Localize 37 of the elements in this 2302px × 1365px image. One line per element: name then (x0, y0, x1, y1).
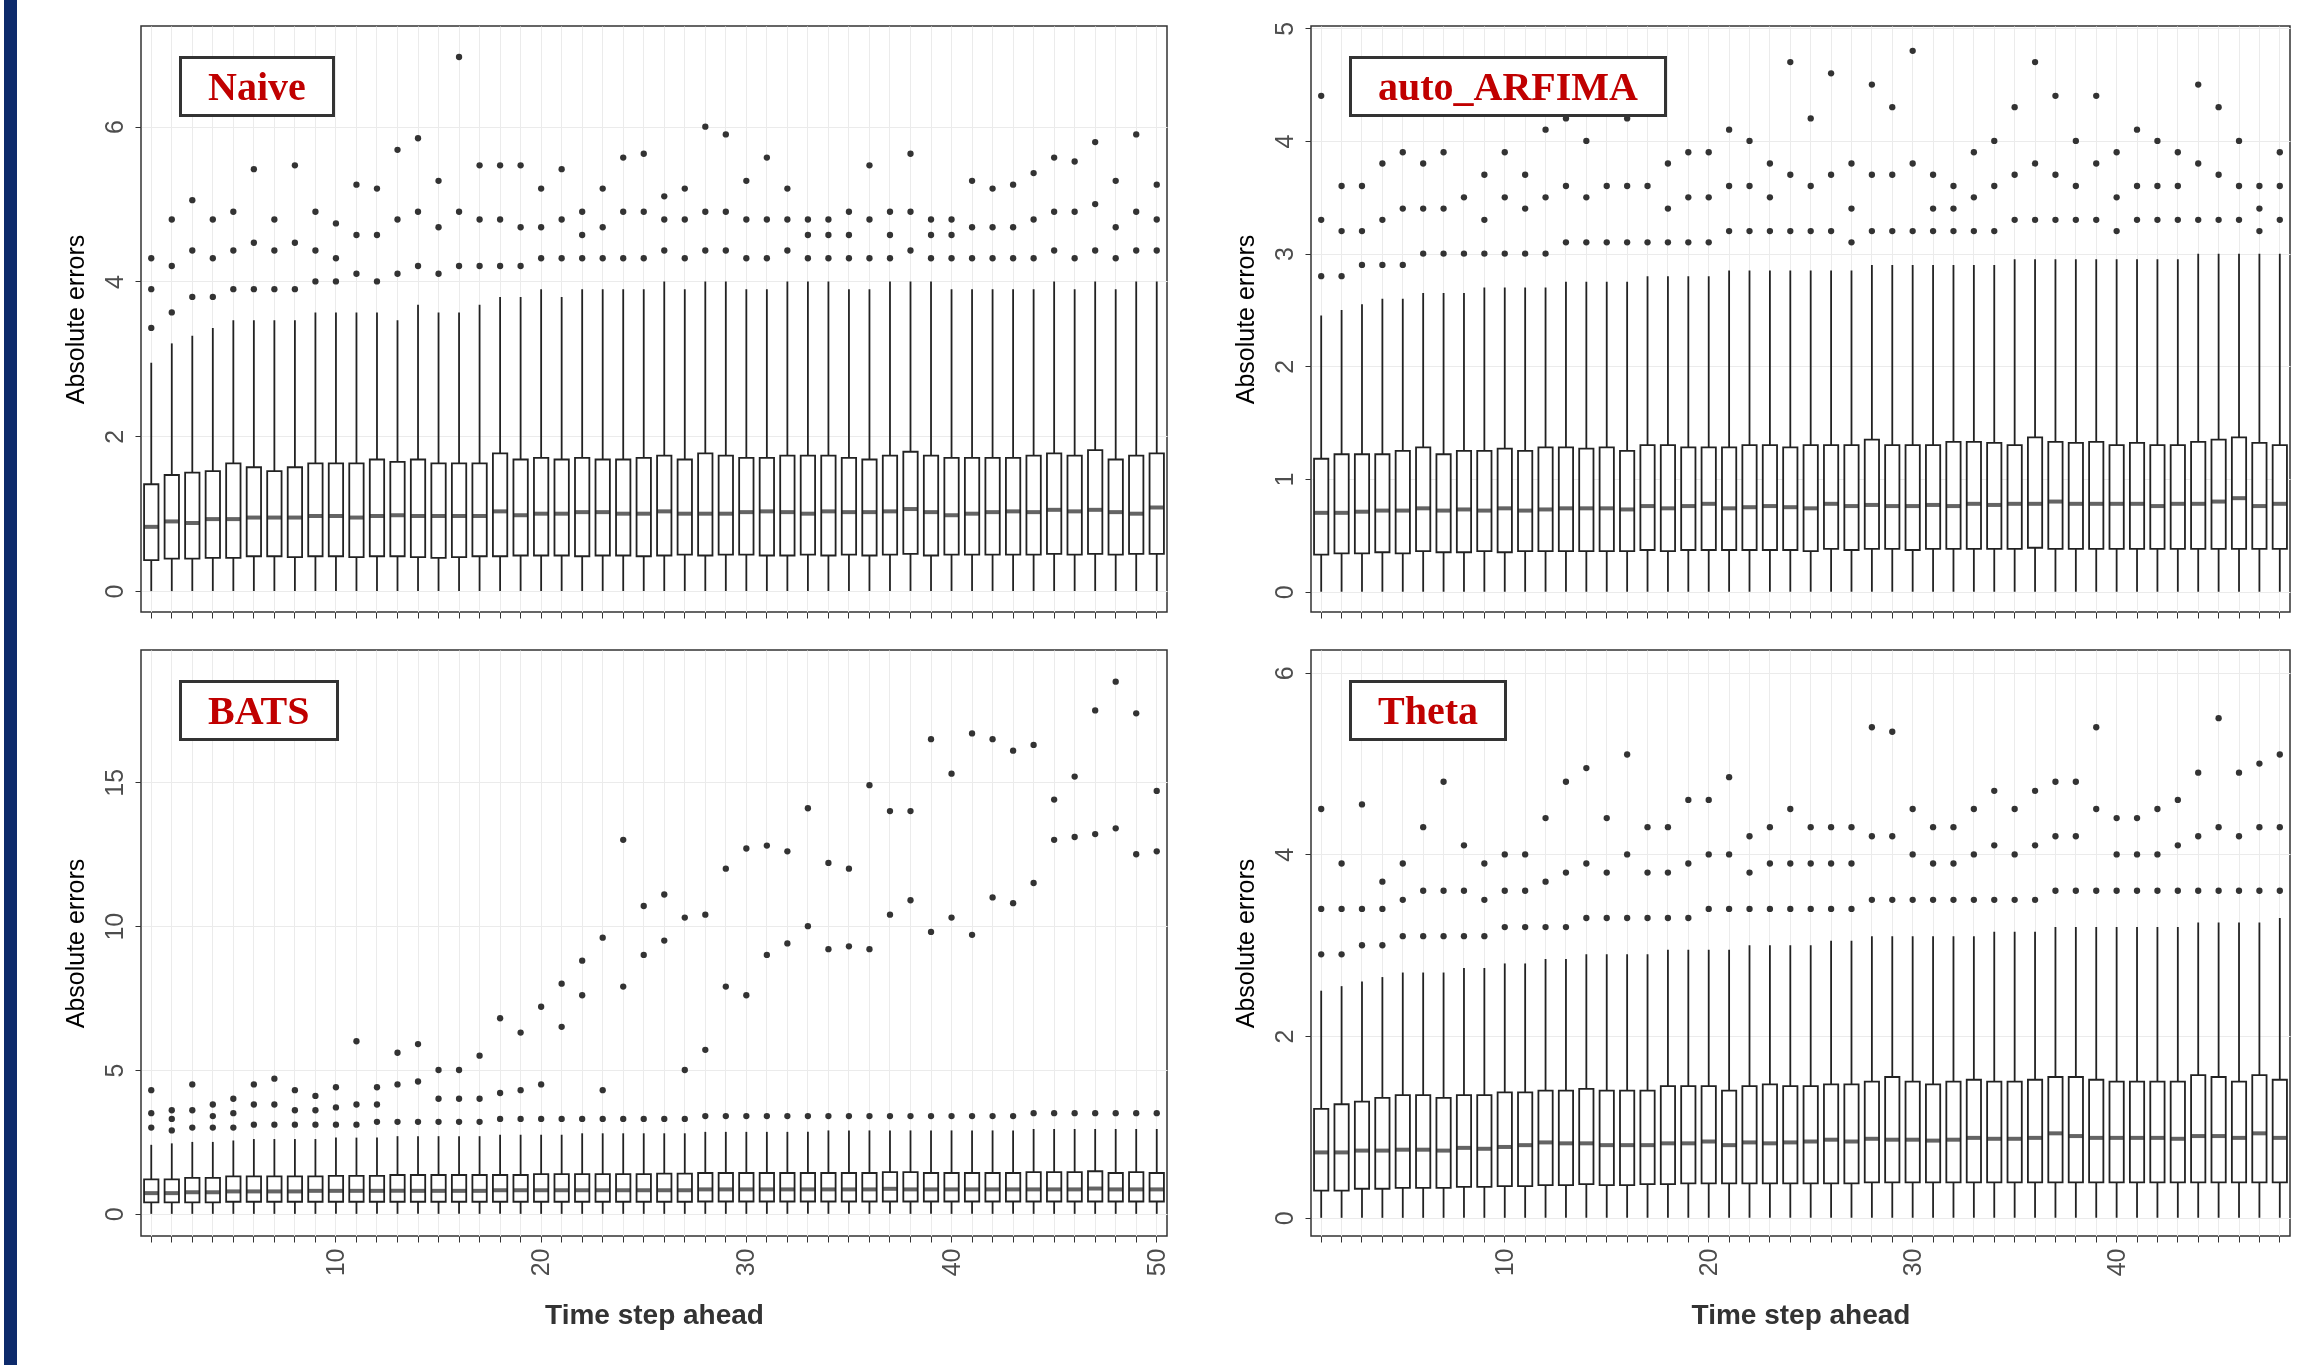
x-tick-label: 10 (320, 1248, 349, 1277)
x-axis-title: Time step ahead (545, 1299, 764, 1331)
y-tick-label: 1 (1269, 472, 1298, 487)
text: Naive (179, 56, 335, 117)
text: BATS (179, 680, 339, 741)
x-tick-label: 50 (1141, 1248, 1170, 1277)
y-tick-label: 0 (1269, 1211, 1298, 1226)
y-tick-label: 4 (1269, 847, 1298, 862)
y-tick-label: 0 (99, 1207, 128, 1222)
y-tick-label: 2 (1269, 359, 1298, 374)
x-axis-title: Time step ahead (1691, 1299, 1911, 1331)
y-axis-title: Absolute errors (1230, 234, 1259, 405)
y-tick-label: 15 (99, 768, 128, 797)
text: auto_ARFIMA (1349, 56, 1667, 117)
x-tick-label: 20 (1693, 1248, 1722, 1277)
y-tick-label: 5 (1269, 21, 1298, 36)
x-tick-label: 40 (936, 1248, 965, 1277)
x-tick-label: 30 (1897, 1248, 1926, 1277)
x-tick-label: 10 (1489, 1248, 1518, 1277)
y-tick-label: 0 (1269, 585, 1298, 600)
text: Theta (1349, 680, 1507, 741)
x-tick-label: 20 (526, 1248, 555, 1277)
y-tick-label: 3 (1269, 247, 1298, 262)
y-tick-label: 6 (1269, 666, 1298, 681)
y-tick-label: 4 (99, 274, 128, 289)
y-tick-label: 6 (99, 120, 128, 135)
y-axis-title: Absolute errors (60, 858, 89, 1029)
y-tick-label: 4 (1269, 134, 1298, 149)
y-axis-title: Absolute errors (60, 234, 89, 405)
y-tick-label: 5 (99, 1063, 128, 1078)
x-tick-label: 40 (2101, 1248, 2130, 1277)
y-tick-label: 10 (99, 912, 128, 941)
x-tick-label: 30 (731, 1248, 760, 1277)
y-axis-title: Absolute errors (1230, 858, 1259, 1029)
y-tick-label: 0 (99, 584, 128, 599)
y-tick-label: 2 (99, 429, 128, 444)
y-tick-label: 2 (1269, 1029, 1298, 1044)
